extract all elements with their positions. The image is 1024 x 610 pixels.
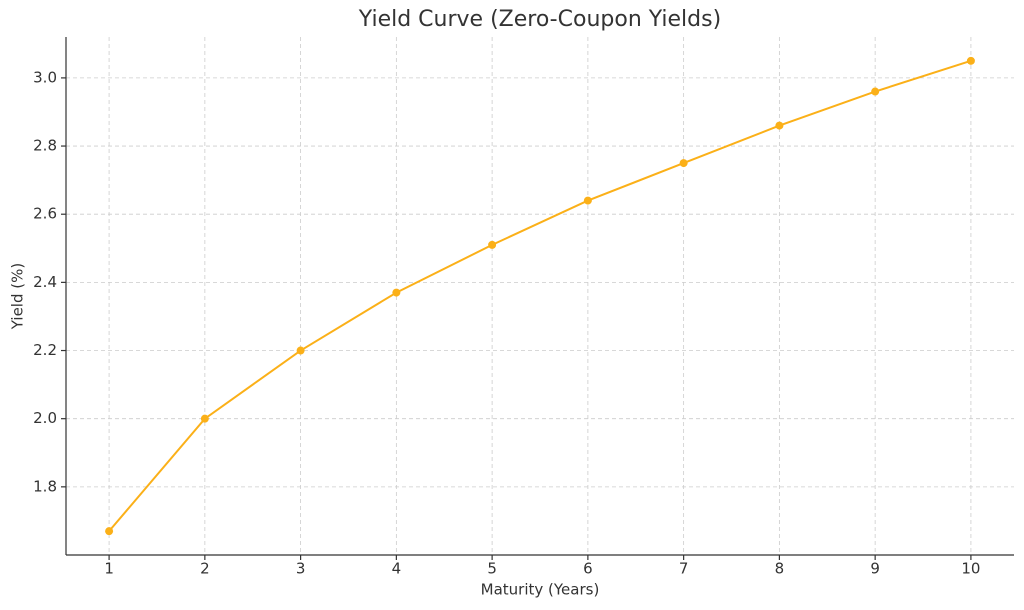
y-tick-label: 2.8 — [33, 137, 57, 155]
point — [200, 414, 209, 423]
y-axis-label: Yield (%) — [9, 263, 27, 330]
chart-title: Yield Curve (Zero-Coupon Yields) — [358, 7, 721, 32]
point — [392, 288, 401, 297]
point — [296, 346, 305, 355]
x-tick-label: 10 — [961, 560, 980, 578]
x-tick-label: 3 — [296, 560, 306, 578]
x-tick-label: 6 — [583, 560, 593, 578]
point — [488, 240, 497, 249]
x-axis-label: Maturity (Years) — [481, 581, 600, 599]
y-tick-label: 3.0 — [33, 68, 57, 86]
x-tick-label: 4 — [392, 560, 402, 578]
point — [966, 56, 975, 65]
x-tick-label: 9 — [870, 560, 880, 578]
x-tick-label: 1 — [104, 560, 114, 578]
point — [105, 527, 114, 536]
x-tick-label: 7 — [679, 560, 689, 578]
x-tick-label: 5 — [487, 560, 497, 578]
x-tick-label: 2 — [200, 560, 210, 578]
point — [679, 159, 688, 168]
y-tick-label: 2.2 — [33, 341, 57, 359]
x-tick-label: 8 — [775, 560, 785, 578]
y-tick-label: 2.6 — [33, 205, 57, 223]
y-tick-label: 1.8 — [33, 477, 57, 495]
line — [108, 59, 972, 532]
point — [871, 87, 880, 96]
y-tick-label: 2.4 — [33, 273, 57, 291]
point — [583, 196, 592, 205]
y-tick-label: 2.0 — [33, 409, 57, 427]
point — [775, 121, 784, 130]
